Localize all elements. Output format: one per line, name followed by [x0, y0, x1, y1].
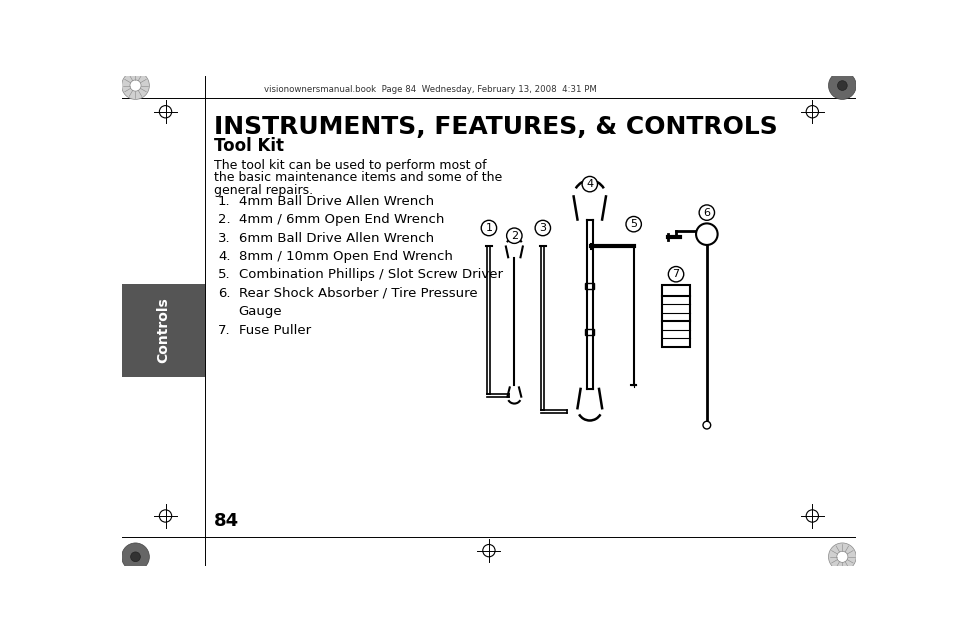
Bar — [584, 282, 594, 289]
Text: Combination Phillips / Slot Screw Driver: Combination Phillips / Slot Screw Driver — [238, 268, 502, 282]
Text: 84: 84 — [213, 513, 239, 530]
Circle shape — [121, 72, 150, 99]
Text: 3: 3 — [538, 223, 546, 233]
Text: Fuse Puller: Fuse Puller — [238, 324, 311, 337]
Circle shape — [702, 421, 710, 429]
Text: 1: 1 — [485, 223, 492, 233]
Circle shape — [668, 266, 683, 282]
Bar — [121, 284, 205, 377]
Text: 4mm Ball Drive Allen Wrench: 4mm Ball Drive Allen Wrench — [238, 195, 434, 207]
Text: 5: 5 — [630, 219, 637, 229]
Bar — [661, 285, 689, 347]
Text: 2: 2 — [510, 231, 517, 240]
Text: 2.: 2. — [217, 213, 231, 226]
Text: 6: 6 — [702, 207, 710, 218]
Text: INSTRUMENTS, FEATURES, & CONTROLS: INSTRUMENTS, FEATURES, & CONTROLS — [213, 115, 777, 139]
Circle shape — [581, 176, 597, 192]
Text: The tool kit can be used to perform most of: The tool kit can be used to perform most… — [213, 159, 486, 172]
Text: 5.: 5. — [217, 268, 231, 282]
Text: Gauge: Gauge — [238, 305, 282, 319]
Text: 4mm / 6mm Open End Wrench: 4mm / 6mm Open End Wrench — [238, 213, 443, 226]
Circle shape — [696, 223, 717, 245]
Circle shape — [836, 551, 847, 562]
Text: 7: 7 — [672, 269, 679, 279]
Text: 4.: 4. — [217, 250, 230, 263]
Text: Tool Kit: Tool Kit — [213, 137, 284, 155]
Text: 3.: 3. — [217, 232, 231, 244]
Text: Controls: Controls — [156, 298, 170, 363]
Text: visionownersmanual.book  Page 84  Wednesday, February 13, 2008  4:31 PM: visionownersmanual.book Page 84 Wednesda… — [264, 85, 597, 94]
Circle shape — [506, 228, 521, 244]
Circle shape — [130, 80, 141, 91]
Text: 4: 4 — [585, 179, 593, 189]
Text: 6.: 6. — [217, 287, 230, 300]
Text: general repairs.: general repairs. — [213, 184, 313, 197]
Circle shape — [535, 220, 550, 236]
Text: Rear Shock Absorber / Tire Pressure: Rear Shock Absorber / Tire Pressure — [238, 287, 476, 300]
Text: 1.: 1. — [217, 195, 231, 207]
Text: 6mm Ball Drive Allen Wrench: 6mm Ball Drive Allen Wrench — [238, 232, 434, 244]
Circle shape — [827, 72, 856, 99]
Circle shape — [121, 543, 150, 570]
Circle shape — [131, 552, 140, 562]
Text: 7.: 7. — [217, 324, 231, 337]
Text: 8mm / 10mm Open End Wrench: 8mm / 10mm Open End Wrench — [238, 250, 452, 263]
Text: the basic maintenance items and some of the: the basic maintenance items and some of … — [213, 172, 502, 184]
Circle shape — [625, 216, 640, 232]
Circle shape — [827, 543, 856, 570]
Circle shape — [699, 205, 714, 220]
Bar — [584, 329, 594, 335]
Circle shape — [837, 81, 846, 90]
Circle shape — [480, 220, 497, 236]
